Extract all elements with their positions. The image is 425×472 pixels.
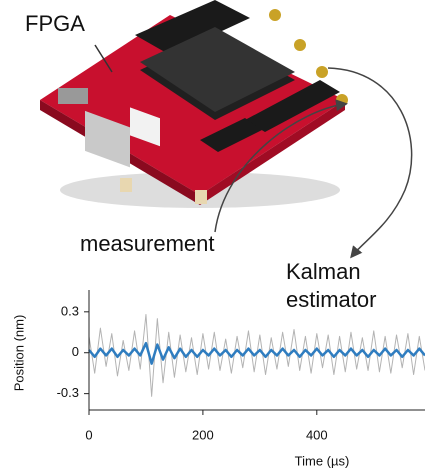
x-tick-label: 400 xyxy=(306,427,328,442)
series-label: measurement xyxy=(80,231,215,256)
y-tick-label: 0 xyxy=(72,344,79,359)
pointer-line xyxy=(94,44,113,73)
series-line xyxy=(88,341,425,365)
arrow xyxy=(327,67,413,259)
arrow xyxy=(214,99,348,233)
y-tick-label: 0.3 xyxy=(61,303,79,318)
y-tick-label: -0.3 xyxy=(57,385,79,400)
y-axis-label: Position (nm) xyxy=(11,315,26,392)
series-label: Kalman estimator xyxy=(286,259,377,312)
x-axis-label: Time (µs) xyxy=(295,453,350,468)
x-tick-label: 200 xyxy=(192,427,214,442)
x-tick-label: 0 xyxy=(85,427,92,442)
plot: 0.3 0 -0.3 0 200 400 xyxy=(57,290,425,442)
annotation: FPGA xyxy=(25,11,85,36)
fpga-board-photo xyxy=(40,0,348,208)
